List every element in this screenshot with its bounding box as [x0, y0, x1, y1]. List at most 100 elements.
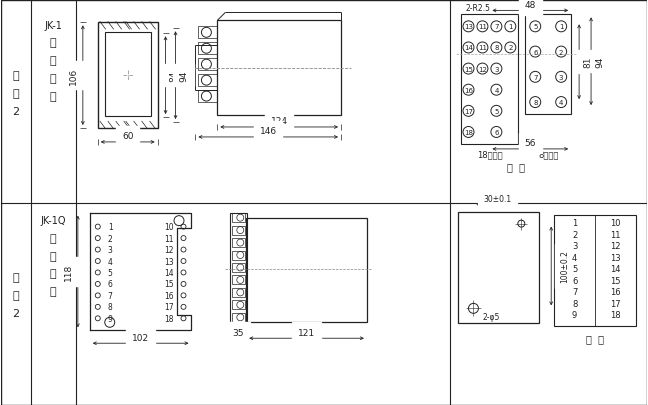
Bar — [198, 43, 217, 55]
Text: 11: 11 — [478, 24, 487, 30]
Text: 12: 12 — [164, 245, 174, 254]
Text: 7: 7 — [533, 75, 537, 81]
Bar — [198, 75, 217, 87]
Bar — [233, 226, 246, 235]
Text: 4: 4 — [494, 87, 498, 94]
Text: 2-R2.5: 2-R2.5 — [465, 4, 491, 13]
Text: 8: 8 — [533, 100, 537, 106]
Text: 17: 17 — [610, 299, 621, 308]
Text: 图: 图 — [13, 291, 19, 301]
Bar — [98, 23, 157, 129]
Text: 11: 11 — [610, 230, 621, 239]
Text: 7: 7 — [494, 24, 499, 30]
Text: 12: 12 — [478, 66, 487, 72]
Text: 94: 94 — [179, 70, 188, 82]
Text: 146: 146 — [260, 127, 277, 136]
Text: 6: 6 — [533, 49, 537, 55]
Text: 16: 16 — [464, 87, 473, 94]
Text: 35: 35 — [233, 328, 244, 337]
Text: 9: 9 — [572, 311, 577, 320]
Text: 9: 9 — [108, 314, 113, 323]
Text: 8: 8 — [108, 303, 113, 311]
Text: 100±0.2: 100±0.2 — [561, 250, 570, 283]
Text: 56: 56 — [524, 139, 536, 148]
Bar — [217, 21, 341, 116]
Text: 102: 102 — [132, 333, 149, 342]
Text: 板: 板 — [50, 38, 56, 48]
Text: 13: 13 — [164, 257, 174, 266]
Text: 17: 17 — [164, 303, 174, 311]
Text: 10: 10 — [164, 223, 174, 232]
Text: 2: 2 — [508, 45, 513, 51]
Bar — [246, 218, 367, 322]
Bar — [230, 213, 248, 328]
Bar — [233, 301, 246, 309]
Bar — [233, 263, 246, 272]
Bar — [198, 91, 217, 103]
Bar — [198, 59, 217, 71]
Text: 5: 5 — [494, 109, 498, 115]
Bar — [198, 27, 217, 39]
Text: 2-φ5: 2-φ5 — [483, 312, 500, 321]
Text: 94: 94 — [596, 56, 605, 68]
Text: 2: 2 — [12, 107, 19, 117]
Text: 5: 5 — [533, 24, 537, 30]
Text: 8点端子: 8点端子 — [538, 150, 559, 159]
Text: 正  视: 正 视 — [586, 333, 604, 343]
Text: 16: 16 — [610, 288, 621, 296]
Text: 15: 15 — [164, 280, 174, 289]
Text: 8: 8 — [494, 45, 499, 51]
Text: 12: 12 — [610, 241, 621, 251]
Text: 3: 3 — [572, 241, 577, 251]
Bar — [233, 251, 246, 260]
Text: 4: 4 — [559, 100, 563, 106]
Text: 15: 15 — [610, 276, 621, 285]
Bar — [233, 276, 246, 285]
Text: 2: 2 — [572, 230, 577, 239]
Text: 前: 前 — [50, 251, 56, 261]
Bar — [233, 214, 246, 223]
Text: 106: 106 — [69, 67, 78, 85]
Text: 14: 14 — [610, 264, 621, 273]
Bar — [457, 212, 539, 324]
Text: JK-1: JK-1 — [44, 21, 62, 31]
Text: 18: 18 — [464, 130, 473, 136]
Text: 18: 18 — [610, 311, 621, 320]
Text: 2: 2 — [12, 309, 19, 319]
Text: 1: 1 — [559, 24, 563, 30]
Bar — [461, 15, 518, 145]
Bar — [105, 33, 150, 117]
Text: 18点端子: 18点端子 — [477, 150, 502, 159]
Text: 15: 15 — [464, 66, 473, 72]
Text: 60: 60 — [122, 132, 133, 141]
Text: 16: 16 — [164, 291, 174, 300]
Text: 4: 4 — [572, 253, 577, 262]
Text: 图: 图 — [13, 89, 19, 99]
Text: 背  视: 背 视 — [507, 162, 525, 171]
Text: 3: 3 — [559, 75, 563, 81]
Text: JK-1Q: JK-1Q — [40, 215, 65, 225]
Text: 线: 线 — [50, 92, 56, 102]
Text: 11: 11 — [164, 234, 174, 243]
Text: 附: 附 — [13, 71, 19, 81]
Text: 30±0.1: 30±0.1 — [483, 195, 511, 204]
Text: 14: 14 — [164, 268, 174, 277]
Text: 板: 板 — [50, 233, 56, 243]
Text: 84: 84 — [169, 70, 178, 82]
Text: 4: 4 — [108, 257, 113, 266]
Text: 48: 48 — [525, 1, 536, 10]
Bar — [554, 215, 636, 326]
Text: 接: 接 — [50, 269, 56, 279]
Text: 后: 后 — [50, 56, 56, 66]
Text: 6: 6 — [108, 280, 113, 289]
Bar — [233, 313, 246, 322]
Text: 17: 17 — [464, 109, 473, 115]
Text: 6: 6 — [494, 130, 499, 136]
Text: 2: 2 — [559, 49, 563, 55]
Text: 接: 接 — [50, 74, 56, 84]
Bar — [233, 288, 246, 297]
Text: 10: 10 — [610, 219, 621, 228]
Text: 线: 线 — [50, 287, 56, 297]
Text: 1: 1 — [572, 219, 577, 228]
Text: 124: 124 — [271, 117, 288, 126]
